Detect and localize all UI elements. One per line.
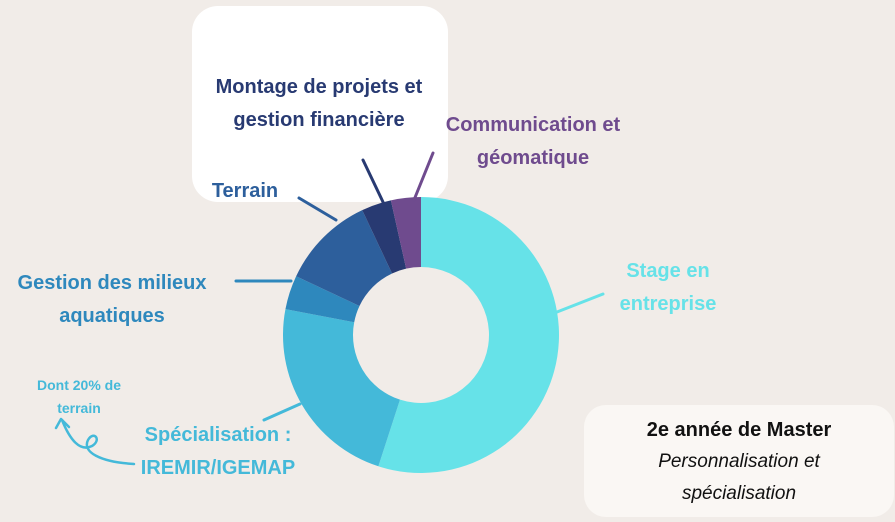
donut-slice-1 xyxy=(378,197,560,474)
info-card-subtitle-line-2: spécialisation xyxy=(681,483,797,504)
leader-line-1 xyxy=(555,292,605,314)
annotation-line-1: Dont 20% de xyxy=(37,377,121,393)
leader-line-5 xyxy=(361,158,385,204)
annotation-curl-arrow xyxy=(60,418,136,466)
slice-label-6-line-2: géomatique xyxy=(477,147,589,169)
slice-label-5-line-2: gestion financière xyxy=(233,109,404,131)
annotation-arrowhead-icon xyxy=(54,417,71,430)
highlight-card xyxy=(192,6,448,202)
slice-label-2-line-1: Spécialisation : xyxy=(145,424,292,446)
leader-line-6 xyxy=(412,151,435,202)
info-card-title: 2e année de Master xyxy=(646,419,832,441)
slice-label-5-line-1: Montage de projets et xyxy=(216,76,423,98)
slice-label-3-line-1: Gestion des milieux xyxy=(18,272,207,294)
donut-slice-5 xyxy=(362,200,407,274)
info-card-subtitle-line-1: Personnalisation et xyxy=(658,451,820,472)
leader-line-4 xyxy=(297,196,338,222)
donut-slice-3 xyxy=(285,276,360,323)
slice-label-4-line-1: Terrain xyxy=(212,180,278,202)
slice-label-1-line-2: entreprise xyxy=(620,293,717,315)
donut-slice-6 xyxy=(390,197,421,269)
slice-label-2-line-2: IREMIR/IGEMAP xyxy=(141,457,295,479)
annotation-line-2: terrain xyxy=(57,400,101,416)
leader-line-2 xyxy=(262,402,302,422)
annotation: Dont 20% de terrain xyxy=(37,377,136,466)
slice-label-1-line-1: Stage en xyxy=(626,260,709,282)
info-card: 2e année de Master Personnalisation et s… xyxy=(584,405,894,517)
donut-slice-4 xyxy=(296,210,393,307)
slice-label-6-line-1: Communication et xyxy=(446,114,621,136)
donut-slice-2 xyxy=(283,309,400,467)
slice-label-3-line-2: aquatiques xyxy=(59,305,165,327)
